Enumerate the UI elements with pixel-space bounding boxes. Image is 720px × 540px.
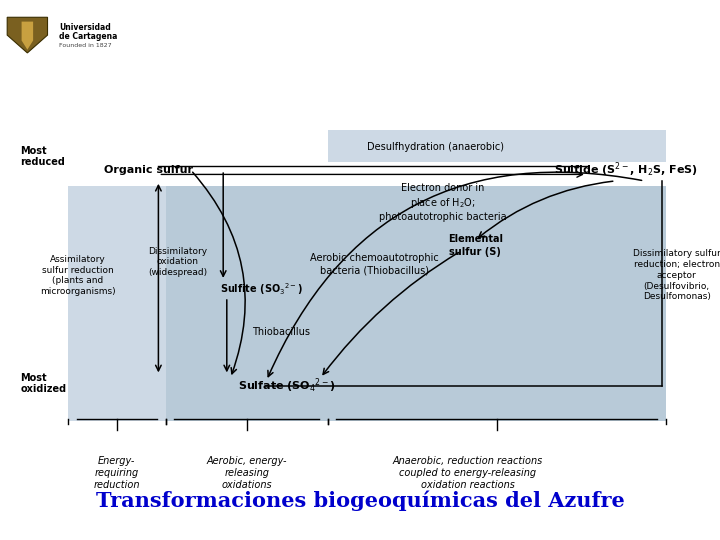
Bar: [328, 186, 666, 421]
Text: Aerobic, energy-
releasing
oxidations: Aerobic, energy- releasing oxidations: [207, 456, 287, 489]
Text: Transformaciones biogeoquímicas del Azufre: Transformaciones biogeoquímicas del Azuf…: [96, 491, 624, 511]
Polygon shape: [7, 17, 48, 53]
Text: Dissimilatory sulfur
reduction; electron
acceptor
(Desulfovibrio,
Desulfomonas): Dissimilatory sulfur reduction; electron…: [633, 249, 720, 301]
Text: Electron donor in
place of H$_2$O;
photoautotrophic bacteria: Electron donor in place of H$_2$O; photo…: [379, 183, 507, 222]
Text: Sulfide (S$^{2-}$, H$_2$S, FeS): Sulfide (S$^{2-}$, H$_2$S, FeS): [554, 161, 698, 179]
Text: Most
reduced: Most reduced: [20, 146, 65, 167]
Text: Energy-
requiring
reduction: Energy- requiring reduction: [94, 456, 140, 489]
Bar: [166, 186, 328, 421]
Text: Assimilatory
sulfur reduction
(plants and
microorganisms): Assimilatory sulfur reduction (plants an…: [40, 255, 116, 296]
Text: Founded in 1827: Founded in 1827: [59, 43, 112, 48]
Polygon shape: [22, 22, 33, 50]
Bar: [328, 130, 666, 162]
Text: Most
oxidized: Most oxidized: [20, 373, 66, 394]
Text: Sulfate (SO$_4$$^{2-}$): Sulfate (SO$_4$$^{2-}$): [238, 377, 336, 395]
Text: Universidad: Universidad: [59, 23, 111, 31]
Text: Aerobic chemoautotrophic
bacteria (Thiobacillus): Aerobic chemoautotrophic bacteria (Thiob…: [310, 253, 438, 276]
Text: Sulfite (SO$_3$$^{2-}$): Sulfite (SO$_3$$^{2-}$): [220, 281, 302, 297]
Text: Elemental
sulfur (S): Elemental sulfur (S): [448, 234, 503, 257]
Text: Thiobacillus: Thiobacillus: [252, 327, 310, 337]
Text: Anaerobic, reduction reactions
coupled to energy-releasing
oxidation reactions: Anaerobic, reduction reactions coupled t…: [393, 456, 543, 489]
Text: Dissimilatory
oxidation
(widespread): Dissimilatory oxidation (widespread): [148, 247, 207, 277]
Bar: [68, 186, 166, 421]
Text: de Cartagena: de Cartagena: [59, 32, 117, 40]
Text: Desulfhydration (anaerobic): Desulfhydration (anaerobic): [367, 143, 504, 152]
Text: Organic sulfur: Organic sulfur: [104, 165, 194, 175]
